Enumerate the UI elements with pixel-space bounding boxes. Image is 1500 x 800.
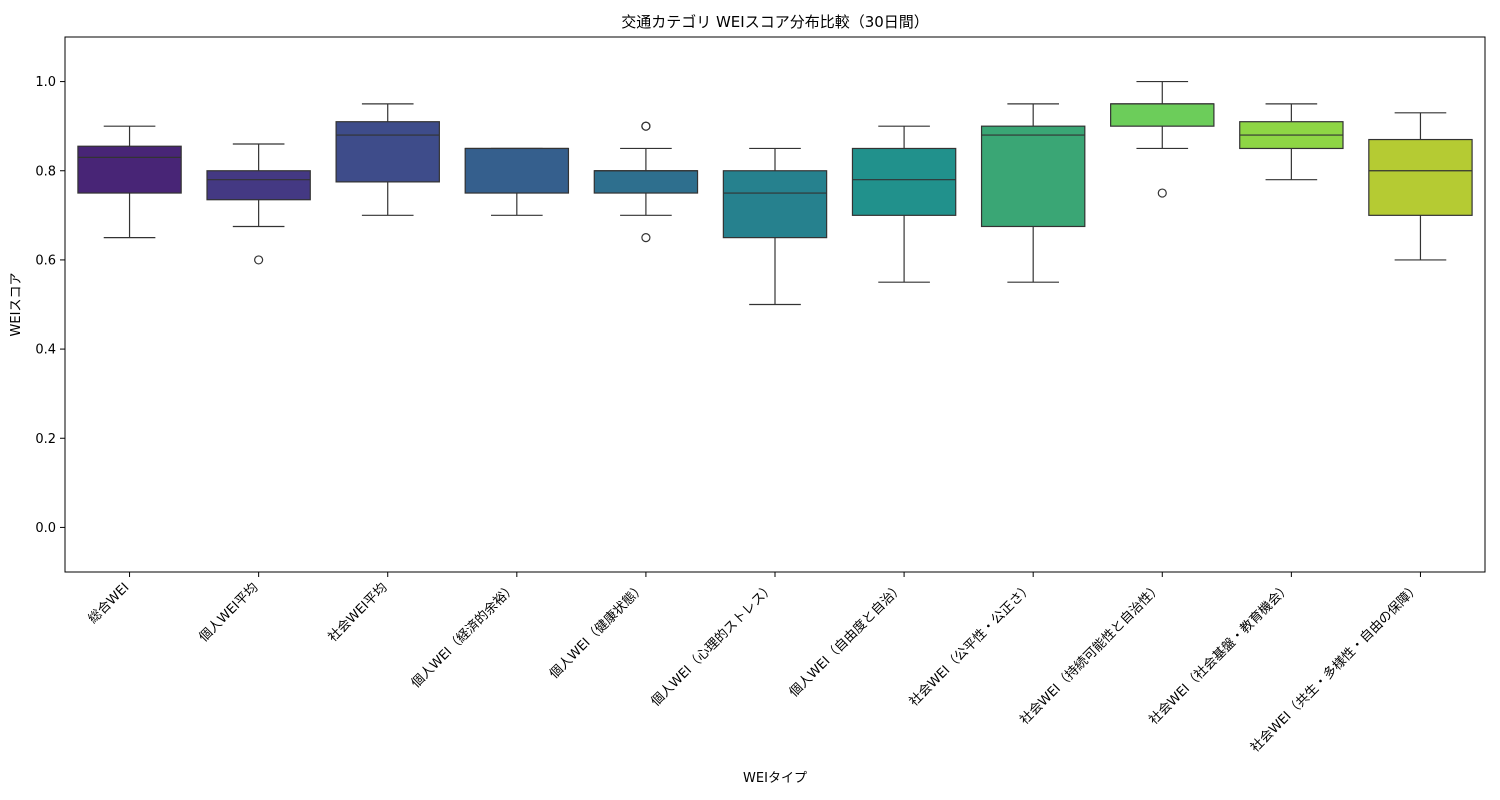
- y-tick-label: 0.4: [35, 343, 56, 358]
- outlier-point: [1157, 188, 1167, 198]
- box-iqr: [206, 170, 311, 201]
- outlier-point: [641, 121, 651, 131]
- y-tick-label: 0.6: [35, 253, 56, 268]
- y-tick-label: 0.2: [35, 432, 56, 447]
- box-iqr: [1110, 103, 1215, 127]
- box-iqr: [77, 145, 182, 194]
- plot-area: [77, 80, 1473, 306]
- chart-title: 交通カテゴリ WEIスコア分布比較（30日間）: [621, 13, 929, 31]
- box-6: [722, 147, 828, 306]
- box-2: [206, 143, 311, 265]
- x-tick-label: 社会WEI平均: [325, 580, 391, 646]
- y-tick-label: 1.0: [35, 75, 56, 90]
- box-3: [335, 103, 440, 216]
- y-axis: 0.0 0.2 0.4 0.6 0.8 1.0: [35, 75, 65, 536]
- x-tick-label: 総合WEI: [86, 580, 133, 627]
- x-tick-label: 個人WEI平均: [196, 580, 261, 645]
- x-tick-label: 社会WEI（持続可能性と自治性）: [1017, 580, 1165, 728]
- outlier-point: [254, 255, 264, 265]
- box-9: [1110, 80, 1215, 198]
- x-tick-label: 個人WEI（自由度と自治）: [786, 580, 907, 701]
- x-tick-label: 社会WEI（社会基盤・教育機会）: [1146, 580, 1294, 728]
- x-tick-label: 社会WEI（公平性・公正さ）: [906, 580, 1036, 710]
- box-7: [851, 125, 957, 283]
- box-iqr: [464, 147, 570, 194]
- x-axis-label: WEIタイプ: [743, 771, 807, 786]
- y-axis-label: WEIスコア: [9, 273, 24, 337]
- box-iqr: [851, 147, 957, 216]
- box-11: [1368, 112, 1473, 261]
- box-10: [1239, 103, 1344, 181]
- box-iqr: [593, 170, 699, 194]
- box-8: [980, 103, 1086, 283]
- x-tick-label: 個人WEI（健康状態）: [546, 580, 648, 682]
- box-5: [593, 121, 699, 243]
- box-4: [464, 147, 570, 216]
- x-tick-label: 個人WEI（心理的ストレス）: [648, 580, 778, 710]
- box-iqr: [980, 125, 1086, 228]
- x-axis: 総合WEI 個人WEI平均 社会WEI平均 個人WEI（経済的余裕） 個人WEI（健康状…: [86, 572, 1423, 756]
- box-iqr: [722, 170, 828, 239]
- outlier-point: [641, 233, 651, 243]
- box-iqr: [1368, 138, 1473, 216]
- box-1: [77, 125, 182, 239]
- y-tick-label: 0.0: [35, 521, 56, 536]
- y-tick-label: 0.8: [35, 164, 56, 179]
- x-tick-label: 個人WEI（経済的余裕）: [408, 580, 520, 692]
- box-iqr: [335, 121, 440, 183]
